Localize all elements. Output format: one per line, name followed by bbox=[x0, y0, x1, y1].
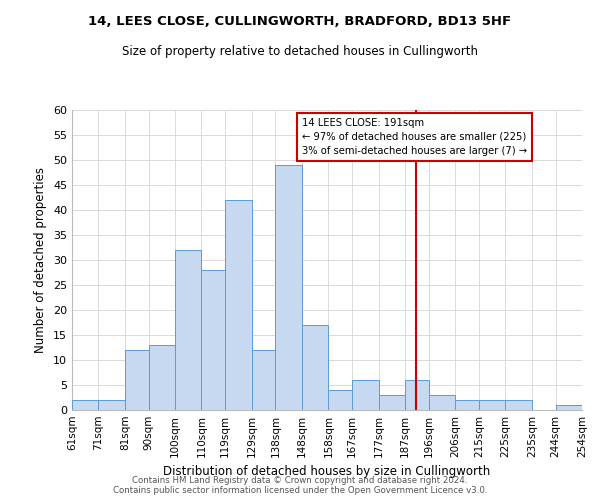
Bar bbox=[429, 395, 455, 410]
Bar bbox=[479, 400, 505, 410]
Bar bbox=[72, 400, 98, 410]
Bar bbox=[275, 165, 302, 410]
Text: 14, LEES CLOSE, CULLINGWORTH, BRADFORD, BD13 5HF: 14, LEES CLOSE, CULLINGWORTH, BRADFORD, … bbox=[88, 15, 512, 28]
Bar bbox=[455, 400, 479, 410]
Y-axis label: Number of detached properties: Number of detached properties bbox=[34, 167, 47, 353]
X-axis label: Distribution of detached houses by size in Cullingworth: Distribution of detached houses by size … bbox=[163, 466, 491, 478]
Bar bbox=[352, 380, 379, 410]
Bar bbox=[302, 325, 328, 410]
Bar bbox=[202, 270, 225, 410]
Bar bbox=[556, 405, 582, 410]
Bar bbox=[379, 395, 405, 410]
Bar bbox=[251, 350, 275, 410]
Bar bbox=[175, 250, 202, 410]
Bar bbox=[328, 390, 352, 410]
Bar bbox=[125, 350, 149, 410]
Text: Size of property relative to detached houses in Cullingworth: Size of property relative to detached ho… bbox=[122, 45, 478, 58]
Bar bbox=[98, 400, 125, 410]
Text: 14 LEES CLOSE: 191sqm
← 97% of detached houses are smaller (225)
3% of semi-deta: 14 LEES CLOSE: 191sqm ← 97% of detached … bbox=[302, 118, 527, 156]
Text: Contains HM Land Registry data © Crown copyright and database right 2024.
Contai: Contains HM Land Registry data © Crown c… bbox=[113, 476, 487, 495]
Bar bbox=[149, 345, 175, 410]
Bar bbox=[505, 400, 532, 410]
Bar bbox=[405, 380, 429, 410]
Bar bbox=[225, 200, 251, 410]
